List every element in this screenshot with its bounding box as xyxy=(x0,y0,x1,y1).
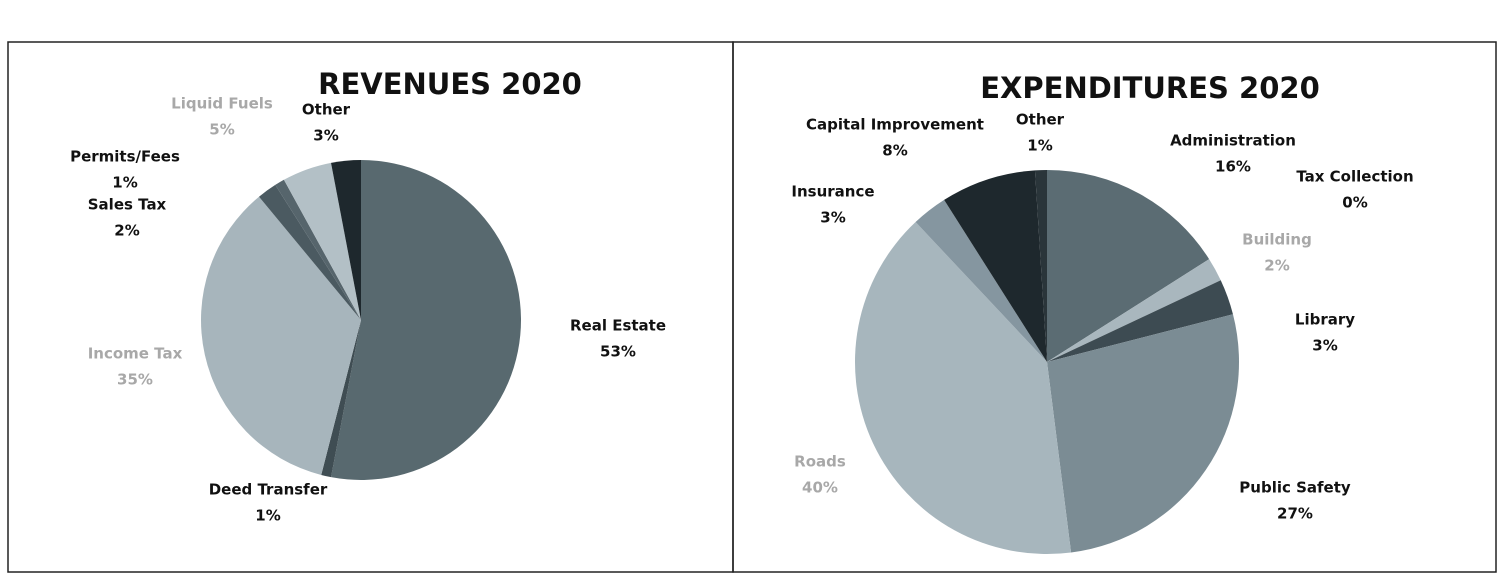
slice-value-label: 35% xyxy=(117,371,153,389)
pie-slice xyxy=(331,160,522,480)
pie-slice xyxy=(259,184,361,320)
slice-label: Permits/Fees xyxy=(70,148,180,166)
slice-value-label: 8% xyxy=(882,142,907,160)
slice-label: Public Safety xyxy=(1239,479,1351,497)
slice-value-label: 3% xyxy=(1312,337,1337,355)
slice-label: Roads xyxy=(794,453,846,471)
slice-label: Other xyxy=(302,101,351,119)
chart-title: EXPENDITURES 2020 xyxy=(980,71,1320,105)
slice-value-label: 1% xyxy=(255,507,280,525)
pie-slice xyxy=(1047,259,1221,362)
slice-value-label: 2% xyxy=(1264,257,1289,275)
slice-label: Tax Collection xyxy=(1296,168,1413,186)
slice-value-label: 53% xyxy=(600,343,636,361)
pie-slice xyxy=(321,320,361,478)
right-panel xyxy=(732,41,1497,573)
slice-label: Deed Transfer xyxy=(209,481,328,499)
slice-label: Capital Improvement xyxy=(806,116,984,134)
slice-value-label: 40% xyxy=(802,479,838,497)
slice-label: Income Tax xyxy=(88,345,183,363)
slice-value-label: 0% xyxy=(1342,194,1367,212)
slice-label: Insurance xyxy=(791,183,874,201)
pie-slice xyxy=(1034,170,1047,362)
chart-title: REVENUES 2020 xyxy=(318,67,582,101)
pie-slice xyxy=(331,160,361,320)
pie-slice xyxy=(944,170,1047,362)
slice-value-label: 3% xyxy=(820,209,845,227)
slice-value-label: 1% xyxy=(1027,137,1052,155)
slice-label: Administration xyxy=(1170,132,1296,150)
slice-label: Sales Tax xyxy=(88,196,167,214)
slice-label: Liquid Fuels xyxy=(171,95,273,113)
pie-slice xyxy=(1047,280,1233,362)
slice-value-label: 27% xyxy=(1277,505,1313,523)
slice-value-label: 2% xyxy=(114,222,139,240)
pie-slice xyxy=(855,222,1072,554)
slice-value-label: 3% xyxy=(313,127,338,145)
pie-slice xyxy=(283,162,361,320)
slice-label: Other xyxy=(1016,111,1065,129)
slice-label: Real Estate xyxy=(570,317,666,335)
pie-slice xyxy=(275,179,361,320)
slice-value-label: 5% xyxy=(209,121,234,139)
pie-slice xyxy=(201,196,361,475)
pie-slice xyxy=(915,199,1047,362)
slice-label: Building xyxy=(1242,231,1312,249)
slice-label: Library xyxy=(1295,311,1355,329)
slice-value-label: 16% xyxy=(1215,158,1251,176)
pie-slice xyxy=(1047,314,1239,553)
slice-value-label: 1% xyxy=(112,174,137,192)
pie-slice xyxy=(1047,170,1210,362)
